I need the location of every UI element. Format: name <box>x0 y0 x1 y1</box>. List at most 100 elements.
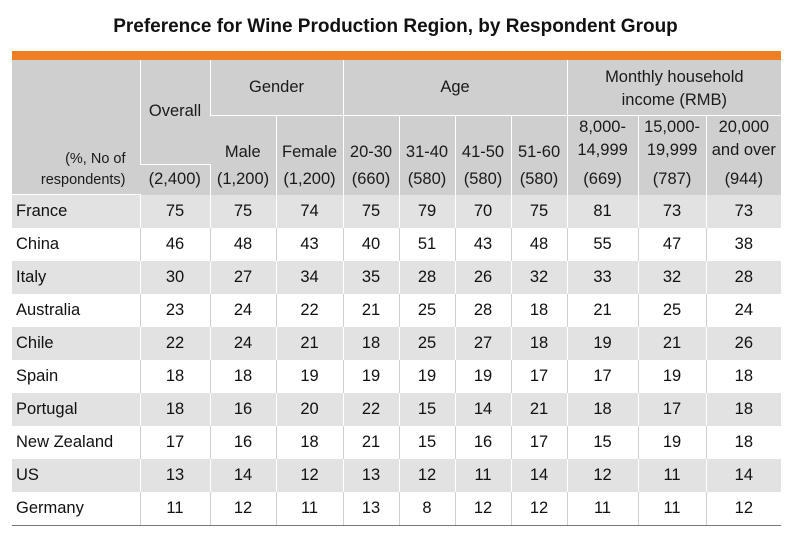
column-header-age-41-50: 41-50 <box>454 115 512 164</box>
column-header-age-20-30: 20-30 <box>342 115 400 164</box>
value-cell: 75 <box>342 194 400 228</box>
sample-size-label: (669) <box>566 164 639 195</box>
value-cell: 43 <box>275 228 344 261</box>
value-cell: 55 <box>566 228 639 261</box>
value-cell: 74 <box>275 194 344 228</box>
sample-size-label: (580) <box>510 164 568 195</box>
value-cell: 17 <box>566 360 639 393</box>
value-cell: 51 <box>398 228 456 261</box>
value-cell: 47 <box>637 228 707 261</box>
value-cell: 26 <box>705 327 782 360</box>
value-cell: 79 <box>398 194 456 228</box>
value-cell: 12 <box>454 492 512 526</box>
column-header-income-15000: 15,000- 19,999 <box>637 115 707 164</box>
value-cell: 17 <box>510 426 568 459</box>
value-cell: 8 <box>398 492 456 526</box>
value-cell: 13 <box>139 459 210 492</box>
table-row: Australia 23 24 22 21 25 28 18 21 25 24 <box>12 294 782 327</box>
value-cell: 34 <box>275 261 344 294</box>
sample-size-label: (787) <box>637 164 707 195</box>
group-header-age: Age <box>342 60 568 116</box>
value-cell: 81 <box>566 194 639 228</box>
sample-size-label: (1,200) <box>209 164 276 195</box>
value-cell: 18 <box>705 393 782 426</box>
value-cell: 43 <box>454 228 512 261</box>
value-cell: 30 <box>139 261 210 294</box>
sample-size-label: (580) <box>454 164 512 195</box>
column-header-income-20000: 20,000 and over <box>705 115 782 164</box>
value-cell: 15 <box>398 393 456 426</box>
value-cell: 11 <box>566 492 639 526</box>
table-row: Portugal 18 16 20 22 15 14 21 18 17 18 <box>12 393 782 426</box>
region-label: Portugal <box>12 393 140 426</box>
value-cell: 21 <box>566 294 639 327</box>
value-cell: 18 <box>275 426 344 459</box>
value-cell: 12 <box>275 459 344 492</box>
value-cell: 75 <box>139 194 210 228</box>
value-cell: 33 <box>566 261 639 294</box>
sample-size-label: (1,200) <box>275 164 344 195</box>
value-cell: 15 <box>566 426 639 459</box>
value-cell: 12 <box>398 459 456 492</box>
value-cell: 18 <box>566 393 639 426</box>
region-label: China <box>16 235 60 253</box>
value-cell: 26 <box>454 261 512 294</box>
column-header-income-8000: 8,000- 14,999 <box>566 115 639 164</box>
region-label: Spain <box>16 367 59 385</box>
group-header-overall: Overall <box>139 60 210 165</box>
value-cell: 11 <box>275 492 344 526</box>
value-cell: 75 <box>510 194 568 228</box>
value-cell: 48 <box>510 228 568 261</box>
value-cell: 14 <box>705 459 782 492</box>
value-cell: 21 <box>510 393 568 426</box>
value-cell: 19 <box>398 360 456 393</box>
table-row: New Zealand 17 16 18 21 15 16 17 15 19 18 <box>12 426 782 459</box>
sample-size-label: (944) <box>705 164 782 195</box>
corner-label: (%, No of respondents) <box>12 60 140 195</box>
value-cell: 19 <box>637 360 707 393</box>
value-cell: 73 <box>637 194 707 228</box>
value-cell: 13 <box>342 492 400 526</box>
value-cell: 27 <box>209 261 276 294</box>
table-row: France 75 75 74 75 79 70 75 81 73 73 <box>12 194 782 228</box>
value-cell: 28 <box>398 261 456 294</box>
region-label: France <box>12 194 140 228</box>
table-row: US 13 14 12 13 12 11 14 12 11 14 <box>12 459 782 492</box>
value-cell: 17 <box>637 393 707 426</box>
value-cell: 27 <box>454 327 512 360</box>
value-cell: 14 <box>454 393 512 426</box>
sample-size-label: (2,400) <box>140 164 210 195</box>
value-cell: 18 <box>510 294 568 327</box>
value-cell: 17 <box>139 426 210 459</box>
value-cell: 18 <box>510 327 568 360</box>
group-header-income: Monthly household income (RMB) <box>566 60 782 116</box>
value-cell: 25 <box>398 327 456 360</box>
region-label: Germany <box>12 492 140 526</box>
value-cell: 32 <box>510 261 568 294</box>
value-cell: 73 <box>705 194 782 228</box>
data-table: (%, No of respondents) Overall Gender Age… <box>12 60 782 526</box>
value-cell: 46 <box>139 228 210 261</box>
region-label: Italy <box>12 261 140 294</box>
value-cell: 18 <box>342 327 400 360</box>
value-cell: 38 <box>705 228 782 261</box>
region-label: Chile <box>12 327 140 360</box>
value-cell: 19 <box>454 360 512 393</box>
value-cell: 11 <box>139 492 210 526</box>
value-cell: 17 <box>510 360 568 393</box>
value-cell: 15 <box>398 426 456 459</box>
value-cell: 13 <box>342 459 400 492</box>
value-cell: 19 <box>342 360 400 393</box>
value-cell: 12 <box>566 459 639 492</box>
region-label: US <box>12 459 140 492</box>
value-cell: 18 <box>209 360 276 393</box>
table-row: Spain 18 18 19 19 19 19 17 17 19 18 <box>12 360 782 393</box>
value-cell: 12 <box>705 492 782 526</box>
value-cell: 28 <box>705 261 782 294</box>
value-cell: 25 <box>398 294 456 327</box>
value-cell: 22 <box>342 393 400 426</box>
sample-size-label: (580) <box>398 164 456 195</box>
value-cell: 11 <box>637 459 707 492</box>
value-cell: 35 <box>342 261 400 294</box>
value-cell: 22 <box>275 294 344 327</box>
